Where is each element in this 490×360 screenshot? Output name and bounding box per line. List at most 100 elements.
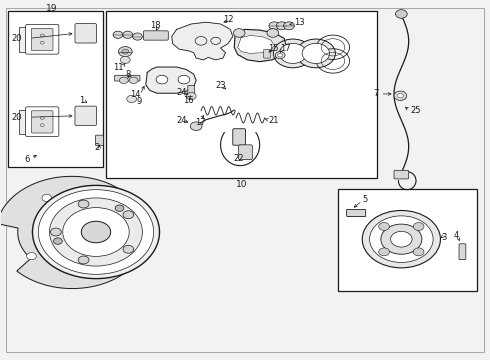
Circle shape [53,238,62,244]
Circle shape [394,91,407,100]
Text: 11: 11 [113,63,123,72]
FancyBboxPatch shape [239,145,252,159]
Text: 1: 1 [79,95,84,104]
Text: 24: 24 [176,116,187,125]
Circle shape [391,231,412,247]
Circle shape [50,228,61,236]
Circle shape [395,10,407,18]
FancyBboxPatch shape [264,49,270,58]
FancyBboxPatch shape [31,28,53,50]
Polygon shape [172,22,233,60]
Circle shape [42,194,52,202]
FancyBboxPatch shape [75,106,97,126]
Polygon shape [238,36,274,53]
Circle shape [178,75,190,84]
Circle shape [275,51,285,59]
Circle shape [397,94,403,98]
Text: 16: 16 [183,95,194,104]
Polygon shape [146,67,196,93]
FancyBboxPatch shape [31,111,53,133]
Circle shape [32,185,159,279]
Circle shape [413,248,424,256]
Circle shape [123,31,133,39]
Text: 24: 24 [176,87,187,96]
Circle shape [296,39,335,68]
Text: 3: 3 [441,233,447,242]
FancyBboxPatch shape [25,107,59,136]
Circle shape [413,222,424,230]
FancyBboxPatch shape [459,244,466,260]
Text: 15: 15 [269,44,279,53]
Text: 23: 23 [216,81,226,90]
Circle shape [49,198,143,266]
Circle shape [269,22,280,30]
Circle shape [99,261,109,269]
Text: 21: 21 [269,116,279,125]
Circle shape [113,31,123,39]
Text: 18: 18 [150,21,160,30]
Text: 8: 8 [125,70,131,79]
Circle shape [38,190,154,274]
Polygon shape [234,30,287,62]
Text: 20: 20 [11,34,22,43]
Bar [106,12,377,178]
Circle shape [133,33,143,40]
Circle shape [278,53,283,57]
Circle shape [123,245,134,253]
Circle shape [123,211,134,219]
Bar [338,189,477,291]
Circle shape [276,22,287,30]
Text: 4: 4 [453,231,459,240]
Text: 6: 6 [24,155,29,164]
Circle shape [78,200,89,208]
Bar [19,27,30,51]
Circle shape [379,248,390,256]
FancyBboxPatch shape [25,24,59,54]
FancyBboxPatch shape [75,24,97,43]
Text: 13: 13 [294,18,304,27]
FancyBboxPatch shape [233,129,245,145]
Text: 5: 5 [362,195,368,204]
Text: 12: 12 [223,15,234,24]
Text: 10: 10 [236,180,247,189]
Circle shape [78,256,89,264]
Circle shape [156,75,168,84]
FancyBboxPatch shape [96,135,103,145]
Circle shape [233,29,245,37]
Circle shape [119,46,132,57]
Text: 22: 22 [234,154,244,163]
FancyBboxPatch shape [188,85,195,95]
Text: 2: 2 [95,143,100,152]
Text: 17: 17 [195,118,206,127]
Circle shape [115,205,124,211]
Circle shape [190,122,202,131]
Text: 19: 19 [46,4,58,13]
Text: 9: 9 [137,97,142,106]
Circle shape [186,93,196,100]
Circle shape [127,95,137,103]
Circle shape [120,77,128,84]
Circle shape [26,253,36,260]
Bar [8,12,103,167]
Circle shape [362,211,441,268]
Circle shape [279,43,307,63]
Text: 25: 25 [410,106,420,115]
FancyBboxPatch shape [346,210,366,217]
Bar [19,110,30,134]
Circle shape [379,222,390,230]
Polygon shape [0,176,147,289]
Text: 14: 14 [130,90,141,99]
Circle shape [284,22,294,30]
Circle shape [267,29,279,37]
FancyBboxPatch shape [144,31,168,40]
Circle shape [122,49,129,54]
FancyBboxPatch shape [394,170,409,179]
Circle shape [129,77,138,84]
Circle shape [81,221,111,243]
Text: 17: 17 [280,44,291,53]
FancyBboxPatch shape [115,75,140,81]
Circle shape [63,208,129,256]
Circle shape [381,224,422,254]
Circle shape [302,43,330,63]
Text: 20: 20 [11,113,22,122]
